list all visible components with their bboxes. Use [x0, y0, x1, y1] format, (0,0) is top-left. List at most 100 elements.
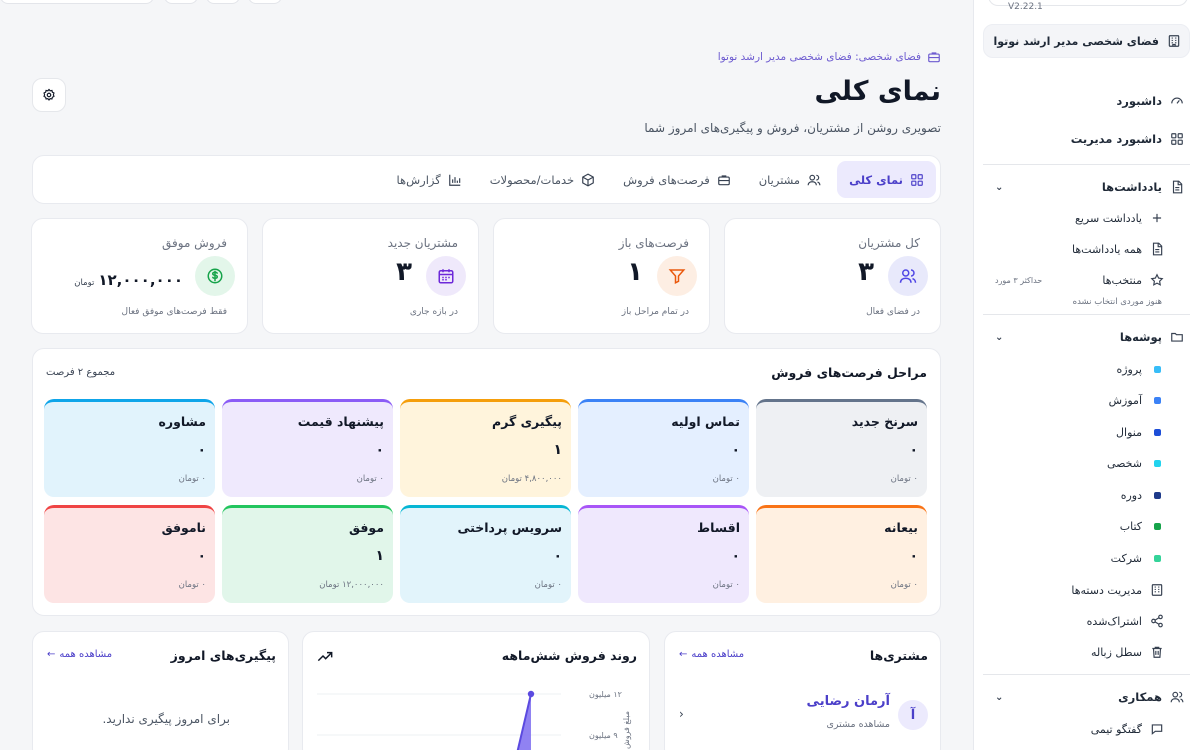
chevron-down-icon[interactable]: ⌄ — [995, 331, 1004, 343]
card-title: مشتری‌ها — [869, 648, 928, 663]
tab-overview[interactable]: نمای کلی — [837, 161, 936, 198]
stat-title: فروش موفق — [162, 236, 227, 250]
y-tick-label: ۱۲ میلیون — [589, 690, 622, 699]
stat-value: ۱ — [627, 257, 643, 287]
tab-label: فرصت‌های فروش — [623, 172, 710, 187]
top-toolbar-button[interactable] — [206, 0, 240, 4]
stage-count: ۰ — [909, 442, 918, 458]
chevron-left-icon[interactable]: ‹ — [679, 707, 684, 721]
breadcrumb[interactable]: فضای شخصی: فضای شخصی مدیر ارشد نوتوا — [718, 50, 941, 64]
stage-count: ۰ — [731, 442, 740, 458]
folder-color-dot — [1150, 457, 1164, 471]
sidebar-item-label: گفتگو تیمی — [1090, 722, 1142, 736]
sidebar-item-favorites[interactable]: منتخب‌ها حداکثر ۳ مورد — [983, 268, 1190, 292]
top-toolbar-button[interactable] — [164, 0, 198, 4]
card-title: روند فروش شش‌ماهه — [501, 648, 637, 663]
sidebar-item-dashboard[interactable]: داشبورد — [983, 89, 1190, 113]
card-title: پیگیری‌های امروز — [170, 648, 276, 663]
dollar-icon — [195, 256, 235, 296]
tab-opportunities[interactable]: فرصت‌های فروش — [611, 161, 743, 198]
pipeline-panel: مراحل فرصت‌های فروش مجموع ۲ فرصت سرنخ جد… — [32, 348, 941, 616]
pipeline-stage-card[interactable]: سرنخ جدید ۰ ۰ تومان — [756, 399, 927, 497]
stage-count: ۱ — [553, 442, 562, 458]
arrow-left-icon: ← — [47, 649, 56, 660]
sidebar-section-notes[interactable]: یادداشت‌ها ⌄ — [983, 175, 1190, 199]
building-icon — [1167, 34, 1181, 48]
chevron-down-icon[interactable]: ⌄ — [995, 181, 1004, 193]
stage-count: ۰ — [909, 548, 918, 564]
stage-amount: ۰ تومان — [890, 474, 918, 484]
tab-customers[interactable]: مشتریان — [747, 161, 833, 198]
pipeline-stage-card[interactable]: مشاوره ۰ ۰ تومان — [44, 399, 215, 497]
stat-title: کل مشتریان — [858, 236, 920, 250]
folder-color-dot — [1150, 520, 1164, 534]
pipeline-stage-card[interactable]: پیشنهاد قیمت ۰ ۰ تومان — [222, 399, 393, 497]
sidebar-folder-item[interactable]: پروژه — [983, 357, 1190, 381]
divider — [983, 314, 1190, 315]
stat-footnote: در فضای فعال — [866, 307, 920, 317]
trend-point[interactable] — [527, 690, 535, 698]
sidebar-folder-item[interactable]: کتاب — [983, 515, 1190, 539]
sidebar-item-label: یادداشت سریع — [1075, 211, 1142, 225]
stage-name: اقساط — [697, 520, 740, 535]
stage-amount: ۰ تومان — [178, 474, 206, 484]
sidebar-item-admin-dashboard[interactable]: داشبورد مدیریت — [983, 127, 1190, 151]
stage-name: سرنخ جدید — [851, 414, 918, 429]
pipeline-stage-card[interactable]: پیگیری گرم ۱ ۴,۸۰۰,۰۰۰ تومان — [400, 399, 571, 497]
gauge-icon — [1170, 94, 1184, 108]
tab-reports[interactable]: گزارش‌ها — [385, 161, 474, 198]
sidebar-item-label: شرکت — [1110, 551, 1142, 565]
sidebar-folder-item[interactable]: منوال — [983, 420, 1190, 444]
pipeline-stage-card[interactable]: بیعانه ۰ ۰ تومان — [756, 505, 927, 603]
avatar: آ — [898, 700, 928, 730]
sidebar-section-folders[interactable]: پوشه‌ها ⌄ — [983, 325, 1190, 349]
stage-name: تماس اولیه — [671, 414, 740, 429]
settings-button[interactable] — [32, 78, 66, 112]
pipeline-stage-card[interactable]: تماس اولیه ۰ ۰ تومان — [578, 399, 749, 497]
star-icon — [1150, 273, 1164, 287]
sidebar-item-label: آموزش — [1108, 394, 1142, 407]
stage-count: ۰ — [197, 548, 206, 564]
sidebar-folder-item[interactable]: شخصی — [983, 452, 1190, 476]
pipeline-stage-card[interactable]: ناموفق ۰ ۰ تومان — [44, 505, 215, 603]
sidebar-item-label: اشتراک‌شده — [1086, 614, 1142, 628]
stage-amount: ۰ تومان — [534, 580, 562, 590]
sidebar-item-team-chat[interactable]: گفتگو تیمی — [983, 717, 1190, 741]
sidebar-folder-item[interactable]: دوره — [983, 483, 1190, 507]
sidebar-item-manage-categories[interactable]: مدیریت دسته‌ها — [983, 578, 1190, 602]
tab-products[interactable]: خدمات/محصولات — [478, 161, 607, 198]
sidebar-item-quick-note[interactable]: یادداشت سریع — [983, 206, 1190, 230]
stage-name: بیعانه — [884, 520, 918, 535]
sidebar-folder-item[interactable]: شرکت — [983, 546, 1190, 570]
top-toolbar-button[interactable] — [248, 0, 282, 4]
sidebar-item-trash[interactable]: سطل زباله — [983, 640, 1190, 664]
sidebar-item-shared[interactable]: اشتراک‌شده — [983, 609, 1190, 633]
stage-amount: ۰ تومان — [356, 474, 384, 484]
pipeline-stage-card[interactable]: اقساط ۰ ۰ تومان — [578, 505, 749, 603]
users-icon — [1170, 690, 1184, 704]
chevron-down-icon[interactable]: ⌄ — [995, 691, 1004, 703]
workspace-label: فضای شخصی مدیر ارشد نوتوا — [993, 34, 1159, 48]
customer-name[interactable]: آرمان رضایی — [806, 694, 890, 709]
sales-trend-chart: ۱۲ میلیون ۹ میلیون مبلغ فروش — [317, 690, 631, 750]
plus-icon — [1150, 211, 1164, 225]
briefcase-icon — [717, 173, 731, 187]
stage-name: مشاوره — [158, 414, 207, 429]
users-icon — [807, 173, 821, 187]
pipeline-stage-card[interactable]: موفق ۱ ۱۲,۰۰۰,۰۰۰ تومان — [222, 505, 393, 603]
stage-count: ۰ — [731, 548, 740, 564]
workspace-switcher[interactable]: فضای شخصی مدیر ارشد نوتوا — [983, 24, 1190, 58]
customers-card: مشتری‌ها مشاهده همه ← آ آرمان رضایی مشاهد… — [664, 631, 941, 750]
sidebar-folder-item[interactable]: آموزش — [983, 389, 1190, 413]
sidebar-section-collaboration[interactable]: همکاری ⌄ — [983, 685, 1190, 709]
gear-icon — [42, 88, 56, 102]
view-all-link[interactable]: مشاهده همه ← — [47, 649, 113, 660]
tab-label: نمای کلی — [849, 172, 903, 187]
stage-name: ناموفق — [161, 520, 206, 535]
folder-color-dot — [1150, 488, 1164, 502]
sidebar-item-all-notes[interactable]: همه یادداشت‌ها — [983, 237, 1190, 261]
top-toolbar-button[interactable] — [0, 0, 154, 4]
view-all-link[interactable]: مشاهده همه ← — [679, 649, 745, 660]
customer-view-link[interactable]: مشاهده مشتری — [826, 719, 890, 730]
pipeline-stage-card[interactable]: سرویس پرداختی ۰ ۰ تومان — [400, 505, 571, 603]
